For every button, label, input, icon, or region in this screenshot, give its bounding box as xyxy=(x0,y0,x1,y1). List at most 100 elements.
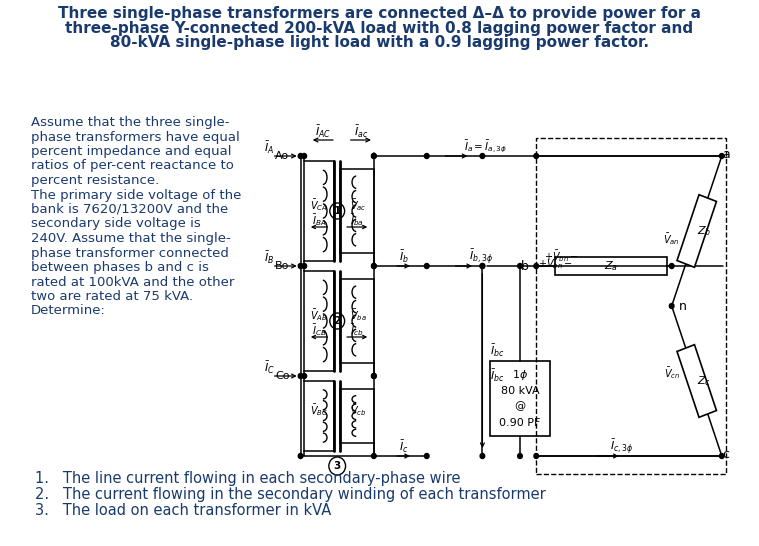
Circle shape xyxy=(302,264,307,269)
Text: $\bar{I}_c$: $\bar{I}_c$ xyxy=(398,439,408,455)
Text: @: @ xyxy=(515,401,525,411)
Circle shape xyxy=(518,264,522,269)
Circle shape xyxy=(302,373,307,378)
Circle shape xyxy=(669,304,674,308)
Text: $\bar{V}_{ac}$: $\bar{V}_{ac}$ xyxy=(350,197,367,213)
Text: $\bar{V}_{ba}$: $\bar{V}_{ba}$ xyxy=(350,307,367,323)
Text: 240V. Assume that the single-: 240V. Assume that the single- xyxy=(30,232,230,245)
Text: The primary side voltage of the: The primary side voltage of the xyxy=(30,188,241,201)
Text: three-phase Y-connected 200-kVA load with 0.8 lagging power factor and: three-phase Y-connected 200-kVA load wit… xyxy=(65,21,694,35)
Text: $+\bar{V}_{bn}-$: $+\bar{V}_{bn}-$ xyxy=(543,248,578,264)
Circle shape xyxy=(720,153,724,158)
Text: $\bar{V}_{CA}$: $\bar{V}_{CA}$ xyxy=(310,197,328,213)
Text: Ao: Ao xyxy=(276,151,289,161)
Text: $\bar{I}_C$: $\bar{I}_C$ xyxy=(263,360,275,376)
Text: Bo: Bo xyxy=(275,261,289,271)
Text: 3.   The load on each transformer in kVA: 3. The load on each transformer in kVA xyxy=(35,503,332,518)
Bar xyxy=(304,271,334,371)
Circle shape xyxy=(480,454,485,459)
Text: $\bar{I}_A$: $\bar{I}_A$ xyxy=(264,140,274,156)
Polygon shape xyxy=(677,195,716,268)
Text: secondary side voltage is: secondary side voltage is xyxy=(30,217,200,230)
Text: $Z_b$: $Z_b$ xyxy=(697,224,711,238)
Circle shape xyxy=(372,153,376,158)
Text: rated at 100kVA and the other: rated at 100kVA and the other xyxy=(30,276,234,288)
Text: $\bar{V}_{cn}$: $\bar{V}_{cn}$ xyxy=(663,365,680,381)
Text: 80-kVA single-phase light load with a 0.9 lagging power factor.: 80-kVA single-phase light load with a 0.… xyxy=(110,35,649,50)
Text: percent resistance.: percent resistance. xyxy=(30,174,159,187)
Polygon shape xyxy=(677,345,716,417)
Text: $\bar{V}_{an}$: $\bar{V}_{an}$ xyxy=(663,231,680,247)
Circle shape xyxy=(372,454,376,459)
Text: $Z_c$: $Z_c$ xyxy=(698,374,711,388)
Bar xyxy=(341,389,374,443)
Circle shape xyxy=(534,264,539,269)
Bar xyxy=(555,257,667,275)
Text: 1: 1 xyxy=(334,206,341,216)
Bar xyxy=(341,279,374,363)
Bar xyxy=(536,138,726,474)
Circle shape xyxy=(480,264,485,269)
Circle shape xyxy=(534,153,539,158)
Circle shape xyxy=(372,153,376,158)
Circle shape xyxy=(534,454,539,459)
Circle shape xyxy=(372,264,376,269)
Text: b: b xyxy=(521,259,529,272)
Text: between phases b and c is: between phases b and c is xyxy=(30,261,209,274)
Circle shape xyxy=(298,264,303,269)
Circle shape xyxy=(669,264,674,269)
Text: $\bar{V}_{BC}$: $\bar{V}_{BC}$ xyxy=(310,402,328,418)
Circle shape xyxy=(518,454,522,459)
Bar xyxy=(490,361,550,436)
Text: $\bar{I}_{c,3\phi}$: $\bar{I}_{c,3\phi}$ xyxy=(610,438,634,456)
Circle shape xyxy=(720,454,724,459)
Text: $\bar{I}_{bc}$: $\bar{I}_{bc}$ xyxy=(490,343,504,359)
Text: a: a xyxy=(723,149,730,162)
Text: 0.90 PF: 0.90 PF xyxy=(499,418,540,428)
Text: Co: Co xyxy=(275,371,289,381)
Circle shape xyxy=(302,153,307,158)
Text: phase transformers have equal: phase transformers have equal xyxy=(30,130,239,144)
Text: $\bar{I}_{ac}$: $\bar{I}_{ac}$ xyxy=(354,124,368,140)
Text: 1.   The line current flowing in each secondary-phase wire: 1. The line current flowing in each seco… xyxy=(35,471,461,486)
Circle shape xyxy=(480,153,485,158)
Text: Determine:: Determine: xyxy=(30,305,106,318)
Text: percent impedance and equal: percent impedance and equal xyxy=(30,145,231,158)
Text: Three single-phase transformers are connected Δ–Δ to provide power for a: Three single-phase transformers are conn… xyxy=(58,6,701,21)
Text: phase transformer connected: phase transformer connected xyxy=(30,246,228,259)
Circle shape xyxy=(298,153,303,158)
Text: $\bar{I}_{CB}$: $\bar{I}_{CB}$ xyxy=(312,322,326,338)
Bar xyxy=(304,161,334,261)
Text: two are rated at 75 kVA.: two are rated at 75 kVA. xyxy=(30,290,193,303)
Text: c: c xyxy=(723,448,729,461)
Text: $1\phi$: $1\phi$ xyxy=(512,367,528,382)
Text: 3: 3 xyxy=(334,461,341,471)
Text: $Z_a$: $Z_a$ xyxy=(604,259,618,273)
Circle shape xyxy=(298,454,303,459)
Circle shape xyxy=(372,373,376,378)
Circle shape xyxy=(298,373,303,378)
Circle shape xyxy=(424,264,429,269)
Text: $\bar{I}_{b,3\phi}$: $\bar{I}_{b,3\phi}$ xyxy=(469,248,493,266)
Text: bank is 7620/13200V and the: bank is 7620/13200V and the xyxy=(30,203,228,216)
Text: $\bar{I}_{BA}$: $\bar{I}_{BA}$ xyxy=(312,212,326,228)
Text: Assume that the three single-: Assume that the three single- xyxy=(30,116,229,129)
Text: $\bar{I}_{ba}$: $\bar{I}_{ba}$ xyxy=(351,212,364,228)
Bar xyxy=(304,381,334,451)
Text: $\bar{I}_B$: $\bar{I}_B$ xyxy=(264,250,274,266)
Text: 2.   The current flowing in the secondary winding of each transformer: 2. The current flowing in the secondary … xyxy=(35,487,546,502)
Text: ratios of per-cent reactance to: ratios of per-cent reactance to xyxy=(30,159,234,173)
Circle shape xyxy=(372,373,376,378)
Text: $\bar{I}_{bc}$: $\bar{I}_{bc}$ xyxy=(490,368,504,384)
Circle shape xyxy=(424,153,429,158)
Text: $+ \bar{V}_{bn}-$: $+ \bar{V}_{bn}-$ xyxy=(538,255,573,271)
Text: $\bar{I}_a = \bar{I}_{a,3\phi}$: $\bar{I}_a = \bar{I}_{a,3\phi}$ xyxy=(464,139,507,155)
Text: $\bar{I}_{AC}$: $\bar{I}_{AC}$ xyxy=(315,124,331,140)
Text: n: n xyxy=(679,300,687,312)
Text: $\bar{V}_{AB}$: $\bar{V}_{AB}$ xyxy=(310,307,328,323)
Bar xyxy=(341,169,374,253)
Circle shape xyxy=(424,454,429,459)
Text: $\bar{I}_b$: $\bar{I}_b$ xyxy=(398,249,408,265)
Text: 80 kVA: 80 kVA xyxy=(501,386,540,396)
Circle shape xyxy=(372,264,376,269)
